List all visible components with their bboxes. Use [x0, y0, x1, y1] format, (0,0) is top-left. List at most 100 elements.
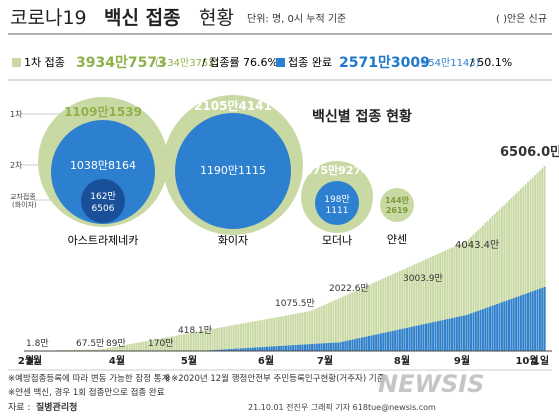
complete-bar — [527, 292, 529, 351]
complete-bar — [500, 302, 503, 351]
complete-bar — [415, 325, 418, 351]
first-dose-bar — [353, 291, 356, 351]
axis-label-second: 2차 — [10, 161, 23, 170]
first-dose-bar — [349, 293, 352, 351]
pfizer-second-circle — [175, 113, 291, 229]
complete-bar — [363, 337, 366, 351]
complete-bar — [334, 342, 337, 351]
complete-bar — [289, 345, 292, 351]
first-dose-bar — [161, 338, 164, 351]
first-dose-bar — [322, 305, 325, 351]
first-dose-bar — [417, 262, 420, 351]
first-dose-bar — [358, 289, 361, 351]
az-cross-circle — [81, 179, 125, 223]
complete-bar — [270, 346, 273, 351]
pfizer-name: 화이자 — [218, 234, 248, 247]
first-dose-bar — [299, 312, 302, 351]
complete-bar — [391, 330, 394, 351]
first-dose-bar — [320, 306, 323, 351]
complete-bar — [508, 299, 511, 351]
first-dose-bar — [90, 349, 93, 351]
bubbles-title: 백신별 접종 현황 — [312, 108, 412, 125]
first-dose-bar — [306, 311, 309, 351]
complete-bar — [515, 297, 518, 351]
complete-bar — [216, 349, 219, 351]
first-dose-bar — [116, 346, 119, 351]
complete-bar — [443, 319, 446, 351]
first-dose-bar — [332, 300, 335, 351]
complete-bar — [294, 345, 297, 351]
first-dose-bar — [500, 207, 503, 351]
first-dose-bar — [92, 349, 95, 351]
complete-bar — [474, 311, 477, 351]
first-dose-bar — [360, 288, 363, 351]
janssen-value-1: 144만 — [385, 195, 410, 205]
complete-bar — [394, 330, 397, 351]
complete-bar — [484, 308, 487, 351]
first-dose-bar — [194, 332, 197, 351]
complete-bar — [477, 310, 480, 351]
first-dose-bar — [95, 349, 98, 351]
complete-bar — [232, 348, 235, 351]
first-dose-bar — [235, 324, 238, 351]
complete-bar — [365, 336, 368, 351]
first-dose-bar — [408, 266, 411, 351]
first-dose-bar — [517, 191, 520, 351]
first-dose-bar — [472, 234, 475, 351]
x-tick-label: 10월 — [515, 355, 538, 367]
first-dose-bar — [422, 260, 425, 351]
complete-bar — [472, 312, 475, 351]
first-dose-bar — [346, 294, 349, 351]
x-tick-label: 3월 — [26, 355, 42, 367]
complete-bar — [306, 344, 309, 351]
first-dose-bar — [372, 282, 375, 351]
first-dose-bar — [121, 345, 124, 351]
first-dose-bar — [128, 344, 131, 351]
unit-note: 단위: 명, 0시 누적 기준 — [247, 12, 346, 25]
first-dose-bar — [190, 332, 193, 351]
first-dose-bar — [339, 297, 342, 351]
first-dose-bar — [479, 227, 482, 351]
first-dose-bar — [209, 329, 212, 351]
first-dose-bar — [296, 313, 299, 351]
complete-bar — [225, 349, 228, 351]
complete-bar — [235, 348, 238, 351]
first-dose-bar — [285, 315, 287, 351]
complete-bar — [280, 345, 283, 351]
az-cross-value-1: 162만 — [90, 191, 115, 202]
first-dose-bar — [505, 202, 508, 351]
annotation-label: 4043.4만 — [455, 239, 499, 251]
first-dose-bar — [147, 340, 150, 351]
first-dose-bar — [465, 241, 468, 351]
complete-bar — [439, 320, 442, 351]
first-dose-bar — [254, 321, 257, 351]
complete-bar — [370, 335, 373, 351]
first-dose-bar — [370, 283, 373, 351]
first-dose-bar — [410, 265, 413, 351]
first-dose-bar — [524, 184, 527, 351]
first-dose-bar — [263, 319, 266, 351]
first-dose-bar — [294, 313, 297, 351]
complete-bar — [453, 317, 456, 351]
complete-bar — [311, 344, 314, 351]
complete-bar — [510, 298, 513, 351]
complete-bar — [413, 326, 416, 351]
complete-bar — [220, 349, 223, 351]
complete-bar — [218, 349, 221, 351]
first-dose-bar — [225, 326, 228, 351]
first-dose-bar — [261, 319, 264, 351]
complete-bar — [429, 322, 432, 351]
first-dose-bar — [368, 284, 371, 351]
first-dose-bar — [356, 290, 359, 351]
complete-bar — [379, 333, 382, 351]
first-dose-bar — [152, 339, 155, 351]
first-dose-bar — [396, 272, 399, 351]
complete-bar — [368, 336, 371, 351]
first-dose-bar — [266, 319, 268, 351]
complete-bar — [230, 348, 233, 351]
first-dose-bar — [135, 342, 138, 351]
complete-bar — [479, 310, 482, 351]
first-dose-bar — [107, 348, 110, 351]
first-dose-bar — [244, 322, 247, 351]
complete-bar — [541, 287, 544, 351]
